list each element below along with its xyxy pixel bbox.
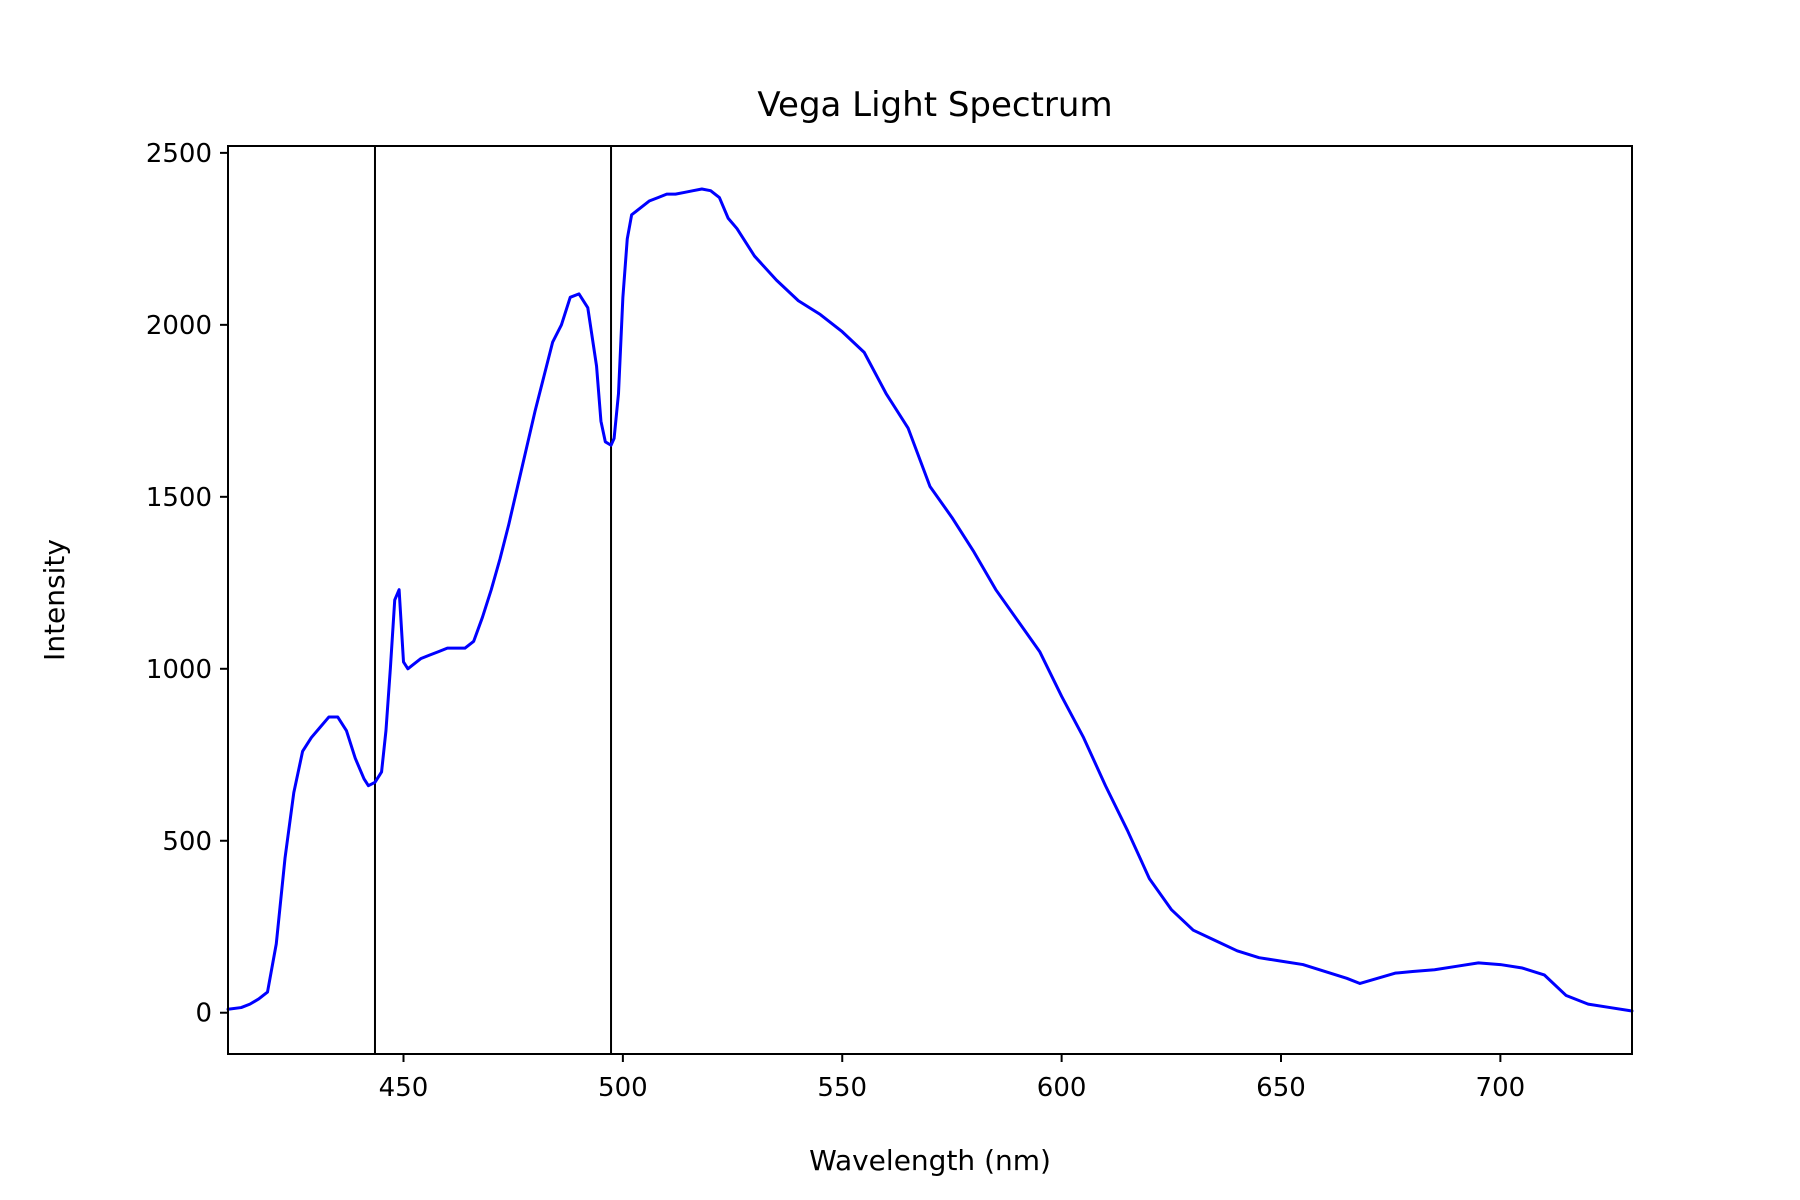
y-axis-title: Intensity — [38, 539, 71, 661]
plot-frame — [227, 145, 1633, 1055]
x-axis-title: Wavelength (nm) — [809, 1144, 1051, 1177]
tick-layer: 450 500 550 600 650 700 0 500 1000 1500 2000 2500 — [146, 139, 1525, 1103]
y-tick-label-1000: 1000 — [146, 655, 212, 685]
x-tick-label-500: 500 — [598, 1073, 648, 1103]
chart-title: Vega Light Spectrum — [757, 85, 1112, 125]
x-tick-label-650: 650 — [1256, 1073, 1306, 1103]
data-layer — [226, 146, 1634, 1054]
y-tick-label-2000: 2000 — [146, 311, 212, 341]
x-tick-label-450: 450 — [379, 1073, 429, 1103]
y-tick-label-500: 500 — [162, 827, 212, 857]
y-tick-label-1500: 1500 — [146, 483, 212, 513]
x-tick-label-600: 600 — [1037, 1073, 1087, 1103]
y-tick-label-2500: 2500 — [146, 139, 212, 169]
x-tick-label-700: 700 — [1476, 1073, 1526, 1103]
series-line-1 — [226, 187, 1634, 1013]
x-tick-label-550: 550 — [817, 1073, 867, 1103]
y-tick-label-0: 0 — [195, 999, 212, 1029]
